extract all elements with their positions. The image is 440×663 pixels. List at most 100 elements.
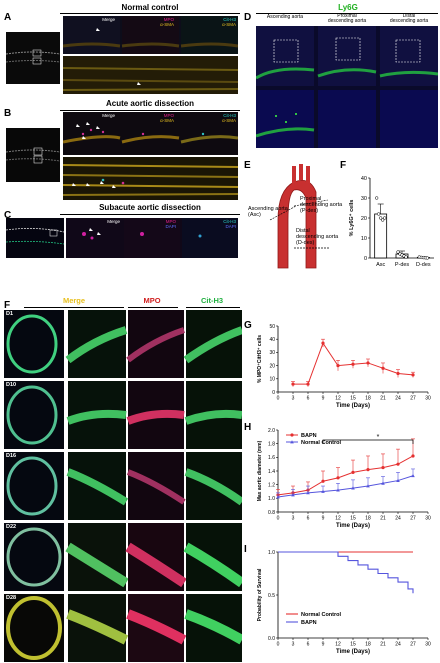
aorta-diagram [248, 160, 338, 270]
panel-f-bar-cith3 [186, 307, 240, 308]
data-point [396, 250, 400, 254]
x-tick-label: 0 [277, 516, 280, 522]
y-tick-label: 30 [361, 196, 367, 202]
panel-f-day-10: D10 [6, 382, 17, 388]
panel-b-zoom-row2 [63, 157, 238, 200]
panel-b-label-asma2: α-SMA [222, 118, 236, 123]
series-line-1 [277, 475, 414, 498]
data-point [379, 216, 383, 220]
panel-c-label-merge: Merge [107, 219, 120, 224]
panel-d-title-bar [256, 13, 438, 14]
panel-f-bar-merge [24, 307, 124, 308]
panel-b-title: Acute aortic dissection [105, 99, 195, 108]
y-tick-label: 1.8 [268, 441, 275, 447]
panel-a-label-cith3: Cit-H3 [223, 17, 236, 22]
panel-c-title: Subacute aortic dissection [99, 203, 201, 212]
panel-d-col-distal: Distal descending aorta [389, 13, 429, 24]
data-point [291, 493, 295, 497]
panel-f-head-cith3: Cit-H3 [200, 296, 224, 305]
x-tick-label: 24 [395, 396, 401, 402]
panel-b-label-mpo: MPO [163, 113, 174, 118]
chart-h-aortic-diameter: 0.8 1.0 1.2 1.4 1.6 1.8 2.0 0 3 6 9 12 15 18 21 24 27 30 T… [257, 428, 431, 529]
x-tick-label: 30 [425, 642, 431, 648]
legend-label: Normal Control [301, 440, 342, 446]
x-tick-label: 9 [322, 516, 325, 522]
significance-star: * [377, 434, 380, 441]
y-tick-label: 1.0 [268, 550, 275, 556]
panel-a-overview-image [6, 32, 60, 84]
x-tick-label: 15 [350, 516, 356, 522]
data-point [306, 382, 310, 386]
panel-f-day-28: D28 [6, 595, 17, 601]
data-point [336, 476, 340, 480]
series-line-0 [277, 455, 414, 496]
panel-f-head-mpo: MPO [143, 296, 161, 305]
x-tick-label: 0 [277, 396, 280, 402]
x-tick-label: 0 [277, 642, 280, 648]
data-point [381, 218, 385, 222]
x-tick-label: 30 [425, 516, 431, 522]
panel-f-head-merge: Merge [62, 296, 86, 305]
data-point [321, 341, 325, 345]
panel-label-e: E [244, 160, 251, 171]
significance-bracket [322, 439, 414, 444]
y-tick-label: 10 [269, 377, 275, 383]
x-tick-label: 27 [410, 642, 416, 648]
y-axis-title: Probability of Survival [257, 568, 263, 621]
y-tick-label: 1.2 [268, 482, 275, 488]
panel-label-b: B [4, 108, 12, 119]
panel-d-image-grid [256, 26, 438, 148]
x-tick-label: 18 [365, 396, 371, 402]
data-point [411, 373, 415, 377]
panel-a-zoom-row1 [63, 16, 238, 54]
panel-f-day-22: D22 [6, 524, 17, 530]
data-point [366, 468, 370, 472]
panel-b-label-cith3: Cit-H3 [223, 113, 236, 118]
x-tick-label: Asc [376, 262, 385, 268]
data-point [396, 478, 400, 482]
x-tick-label: 12 [335, 396, 341, 402]
x-tick-label: 6 [307, 396, 310, 402]
data-point [396, 462, 400, 466]
panel-a-label-mpo: MPO [163, 17, 174, 22]
data-point [366, 484, 370, 488]
y-tick-label: 1.0 [268, 496, 275, 502]
panel-c-zoom-row [66, 218, 238, 258]
y-tick-label: 1.4 [268, 469, 275, 475]
aorta-label-asc: Ascending aorta (Asc) [248, 206, 288, 218]
panel-f-day-16: D16 [6, 453, 17, 459]
y-tick-label: 50 [269, 324, 275, 330]
panel-label-g: G [244, 320, 252, 331]
y-tick-label: 0 [364, 256, 367, 262]
panel-label-h: H [244, 422, 252, 433]
x-tick-label: 24 [395, 642, 401, 648]
x-tick-label: 3 [292, 396, 295, 402]
data-point [351, 470, 355, 474]
panel-a-label-asma1: α-SMA [160, 22, 174, 27]
y-tick-label: 30 [269, 350, 275, 356]
aorta-label-ddes: Distal descending aorta (D-des) [296, 228, 339, 246]
data-point [291, 382, 295, 386]
panel-b-label-merge: Merge [102, 113, 115, 118]
y-tick-label: 0.8 [268, 510, 275, 516]
y-axis-title: Max aortic diameter (mm) [257, 440, 263, 501]
y-tick-label: 20 [361, 216, 367, 222]
data-point [377, 212, 381, 216]
x-tick-label: 27 [410, 516, 416, 522]
y-axis-title: % MPO⁺CitH3⁺ cells [257, 335, 263, 383]
panel-d-col-ascending: Ascending aorta [266, 14, 304, 20]
panel-label-a: A [4, 12, 12, 23]
y-tick-label: 40 [269, 337, 275, 343]
panel-b-label-asma1: α-SMA [160, 118, 174, 123]
data-point [425, 256, 429, 260]
data-point [336, 364, 340, 368]
x-tick-label: 9 [322, 396, 325, 402]
x-axis-title: Time (Days) [336, 403, 370, 409]
panel-label-f-chart: F [340, 160, 347, 171]
data-point [404, 255, 408, 259]
x-tick-label: 15 [350, 396, 356, 402]
panel-c-label-mpo: MPO [165, 219, 176, 224]
x-tick-label: 24 [395, 516, 401, 522]
x-tick-label: 18 [365, 516, 371, 522]
x-axis-title: Time (Days) [336, 523, 370, 529]
